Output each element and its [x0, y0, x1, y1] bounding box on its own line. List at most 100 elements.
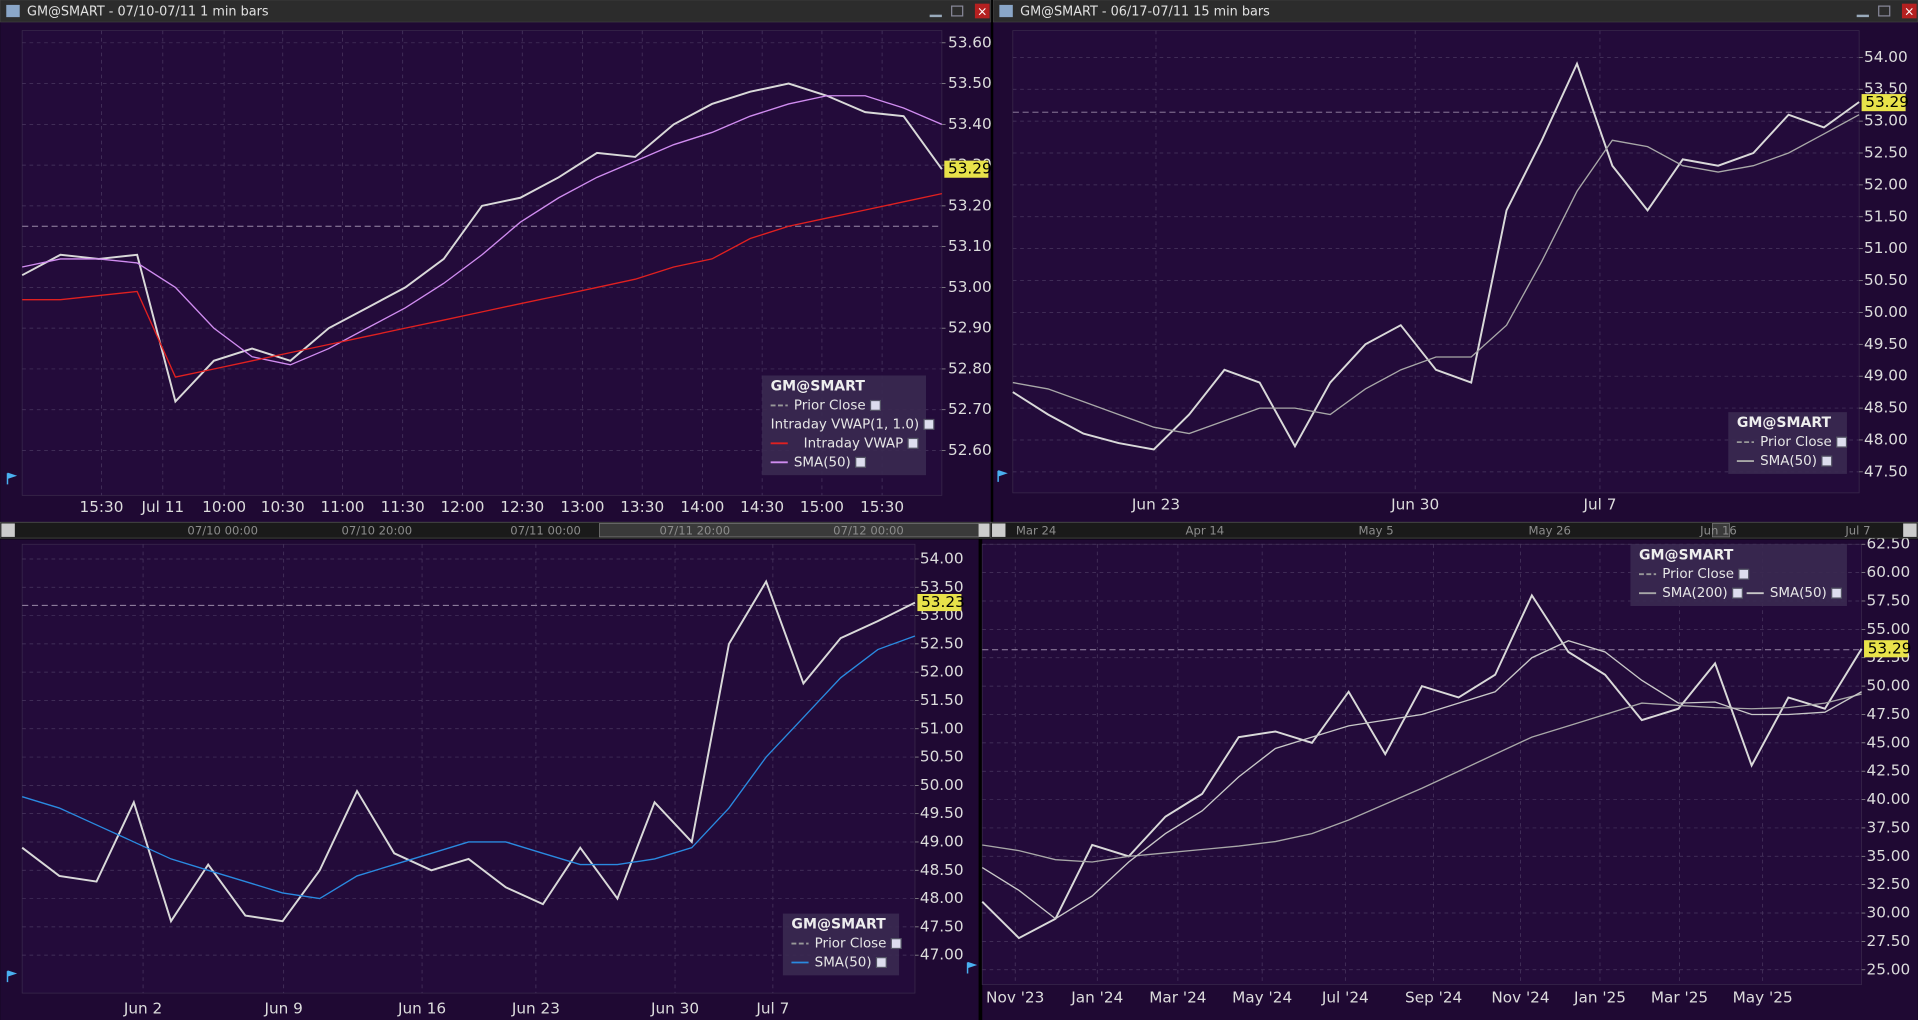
- legend-checkbox[interactable]: [1831, 587, 1843, 599]
- close-button[interactable]: [974, 3, 990, 19]
- x-tick-label: Jun 30: [650, 999, 699, 1017]
- legend-item: Prior Close: [1662, 567, 1734, 582]
- legend-item: SMA(50): [815, 956, 872, 971]
- legend-item: Prior Close: [794, 398, 866, 413]
- scroll-thumb[interactable]: [1712, 523, 1730, 538]
- scroll-left[interactable]: [1, 523, 15, 537]
- x-tick-label: 14:00: [680, 498, 724, 516]
- x-tick-label: May '24: [1232, 988, 1292, 1006]
- x-tick-label: 12:00: [440, 498, 484, 516]
- x-tick-label: Mar '24: [1149, 988, 1206, 1006]
- y-tick-label: 52.90: [948, 319, 992, 337]
- y-tick-label: 53.60: [948, 33, 992, 51]
- y-tick-label: 51.00: [1864, 239, 1908, 257]
- last-price-label: 53.23: [921, 593, 965, 611]
- legend-checkbox[interactable]: [1731, 587, 1743, 599]
- legend-item: Prior Close: [1760, 435, 1832, 450]
- scrollbar-label: 07/10 20:00: [342, 523, 413, 537]
- window-icon: [999, 4, 1013, 18]
- scrollbar-label: Jun 16: [1699, 523, 1737, 537]
- scrollbar-label: 07/12 00:00: [833, 523, 904, 537]
- toolbar-flag: [997, 470, 1008, 482]
- legend-checkbox[interactable]: [1738, 568, 1750, 580]
- y-tick-label: 49.50: [1864, 335, 1908, 353]
- y-tick-label: 52.00: [1864, 175, 1908, 193]
- price-line: [1012, 61, 1860, 451]
- y-tick-label: 50.00: [1866, 677, 1910, 695]
- scroll-right[interactable]: [1903, 523, 1917, 537]
- x-tick-label: Mar '25: [1651, 988, 1708, 1006]
- close-glyph: ×: [977, 5, 987, 19]
- scroll-thumb[interactable]: [599, 523, 979, 538]
- scrollbar[interactable]: [990, 521, 1918, 539]
- y-tick-label: 54.00: [1864, 48, 1908, 66]
- y-tick-label: 52.70: [948, 400, 992, 418]
- y-tick-label: 49.00: [1864, 367, 1908, 385]
- window-icon: [6, 4, 20, 18]
- x-tick-label: 11:30: [381, 498, 425, 516]
- legend-header: GM@SMART: [1639, 547, 1734, 563]
- scrollbar-label: 07/11 00:00: [510, 523, 581, 537]
- x-tick-label: Jun 9: [263, 999, 302, 1017]
- x-tick-label: 14:30: [740, 498, 784, 516]
- y-tick-label: 50.50: [920, 748, 964, 766]
- y-tick-label: 40.00: [1866, 790, 1910, 808]
- y-tick-label: 53.00: [1864, 112, 1908, 130]
- legend-item: SMA(50): [1770, 586, 1827, 601]
- plot-area: [21, 543, 916, 994]
- price-line: [21, 82, 943, 404]
- x-tick-label: 15:30: [79, 498, 123, 516]
- legend-item: Intraday VWAP: [804, 436, 904, 451]
- legend-item: SMA(200): [1662, 586, 1727, 601]
- y-tick-label: 48.00: [1864, 430, 1908, 448]
- x-tick-label: Jul 11: [140, 498, 184, 516]
- y-tick-label: 45.00: [1866, 733, 1910, 751]
- y-tick-label: 52.50: [920, 634, 964, 652]
- legend-checkbox[interactable]: [890, 938, 902, 950]
- legend-checkbox[interactable]: [907, 437, 919, 449]
- maximize-button[interactable]: [951, 5, 964, 17]
- y-tick-label: 51.50: [1864, 207, 1908, 225]
- legend-checkbox[interactable]: [1821, 455, 1833, 467]
- x-tick-label: Jun 30: [1390, 496, 1439, 514]
- y-tick-label: 60.00: [1866, 563, 1910, 581]
- y-tick-label: 48.50: [1864, 399, 1908, 417]
- scrollbar-label: 07/10 00:00: [187, 523, 258, 537]
- legend-checkbox[interactable]: [923, 418, 935, 430]
- y-tick-label: 42.50: [1866, 762, 1910, 780]
- legend-checkbox[interactable]: [875, 957, 887, 969]
- y-tick-label: 62.50: [1866, 535, 1910, 553]
- y-tick-label: 53.10: [948, 237, 992, 255]
- indicator-line: [1012, 114, 1860, 435]
- y-tick-label: 49.00: [920, 832, 964, 850]
- toolbar-flag: [966, 961, 978, 974]
- x-tick-label: Jul '24: [1321, 988, 1369, 1006]
- legend-checkbox[interactable]: [869, 399, 881, 411]
- indicator-line: [982, 693, 1862, 863]
- maximize-button[interactable]: [1878, 5, 1891, 17]
- x-tick-label: 15:30: [860, 498, 904, 516]
- scrollbar-label: May 26: [1528, 523, 1570, 537]
- x-tick-label: Nov '23: [986, 988, 1044, 1006]
- y-tick-label: 47.50: [920, 917, 964, 935]
- last-price-box: [944, 160, 989, 178]
- legend-checkbox[interactable]: [855, 456, 867, 468]
- scroll-left[interactable]: [992, 523, 1006, 537]
- close-button[interactable]: [1901, 3, 1917, 19]
- y-tick-label: 53.50: [1864, 80, 1908, 98]
- y-tick-label: 52.00: [920, 663, 964, 681]
- legend-item: SMA(50): [1760, 454, 1817, 469]
- x-tick-label: Nov '24: [1491, 988, 1549, 1006]
- y-tick-label: 53.20: [948, 196, 992, 214]
- x-tick-label: Jun 2: [123, 999, 162, 1017]
- y-tick-label: 49.50: [920, 804, 964, 822]
- last-price-label: 53.29: [1865, 93, 1909, 111]
- x-tick-label: Sep '24: [1405, 988, 1462, 1006]
- legend-checkbox[interactable]: [1836, 436, 1848, 448]
- y-tick-label: 30.00: [1866, 904, 1910, 922]
- legend-item: Prior Close: [815, 937, 887, 952]
- scroll-right[interactable]: [976, 523, 990, 537]
- y-tick-label: 27.50: [1866, 932, 1910, 950]
- scrollbar-label: May 5: [1359, 523, 1394, 537]
